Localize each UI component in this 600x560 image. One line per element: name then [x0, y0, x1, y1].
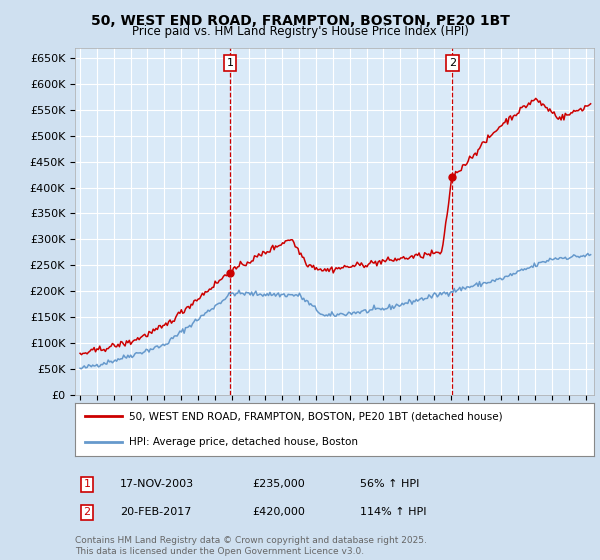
Text: 114% ↑ HPI: 114% ↑ HPI [360, 507, 427, 517]
Text: HPI: Average price, detached house, Boston: HPI: Average price, detached house, Bost… [130, 436, 358, 446]
Text: Contains HM Land Registry data © Crown copyright and database right 2025.
This d: Contains HM Land Registry data © Crown c… [75, 536, 427, 556]
Text: 1: 1 [83, 479, 91, 489]
Text: £420,000: £420,000 [252, 507, 305, 517]
Text: Price paid vs. HM Land Registry's House Price Index (HPI): Price paid vs. HM Land Registry's House … [131, 25, 469, 38]
Text: 20-FEB-2017: 20-FEB-2017 [120, 507, 191, 517]
Text: 56% ↑ HPI: 56% ↑ HPI [360, 479, 419, 489]
Text: 17-NOV-2003: 17-NOV-2003 [120, 479, 194, 489]
Text: £235,000: £235,000 [252, 479, 305, 489]
Text: 2: 2 [83, 507, 91, 517]
Text: 1: 1 [227, 58, 233, 68]
Text: 50, WEST END ROAD, FRAMPTON, BOSTON, PE20 1BT (detached house): 50, WEST END ROAD, FRAMPTON, BOSTON, PE2… [130, 412, 503, 422]
Text: 50, WEST END ROAD, FRAMPTON, BOSTON, PE20 1BT: 50, WEST END ROAD, FRAMPTON, BOSTON, PE2… [91, 14, 509, 28]
Text: 2: 2 [449, 58, 456, 68]
